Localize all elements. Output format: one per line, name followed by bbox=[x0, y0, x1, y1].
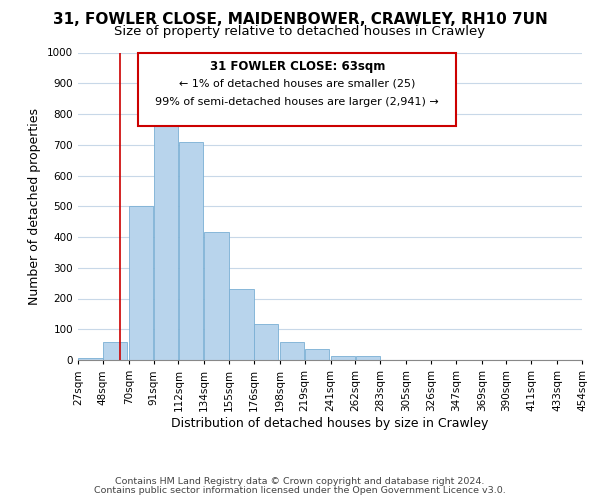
Bar bbox=[356, 356, 380, 360]
Text: Contains public sector information licensed under the Open Government Licence v3: Contains public sector information licen… bbox=[94, 486, 506, 495]
Bar bbox=[154, 108, 178, 360]
Bar bbox=[305, 349, 329, 360]
Bar bbox=[179, 142, 203, 360]
Bar bbox=[205, 232, 229, 360]
Text: 99% of semi-detached houses are larger (2,941) →: 99% of semi-detached houses are larger (… bbox=[155, 97, 439, 107]
Y-axis label: Number of detached properties: Number of detached properties bbox=[28, 108, 41, 304]
Bar bbox=[331, 356, 355, 360]
Text: Contains HM Land Registry data © Crown copyright and database right 2024.: Contains HM Land Registry data © Crown c… bbox=[115, 477, 485, 486]
Bar bbox=[129, 206, 154, 360]
FancyBboxPatch shape bbox=[139, 52, 456, 127]
Bar bbox=[229, 288, 254, 360]
Text: ← 1% of detached houses are smaller (25): ← 1% of detached houses are smaller (25) bbox=[179, 78, 415, 88]
Bar bbox=[78, 358, 103, 360]
Text: 31 FOWLER CLOSE: 63sqm: 31 FOWLER CLOSE: 63sqm bbox=[209, 60, 385, 73]
X-axis label: Distribution of detached houses by size in Crawley: Distribution of detached houses by size … bbox=[172, 416, 488, 430]
Text: 31, FOWLER CLOSE, MAIDENBOWER, CRAWLEY, RH10 7UN: 31, FOWLER CLOSE, MAIDENBOWER, CRAWLEY, … bbox=[53, 12, 547, 28]
Bar bbox=[103, 342, 127, 360]
Text: Size of property relative to detached houses in Crawley: Size of property relative to detached ho… bbox=[115, 25, 485, 38]
Bar bbox=[254, 324, 278, 360]
Bar bbox=[280, 342, 304, 360]
